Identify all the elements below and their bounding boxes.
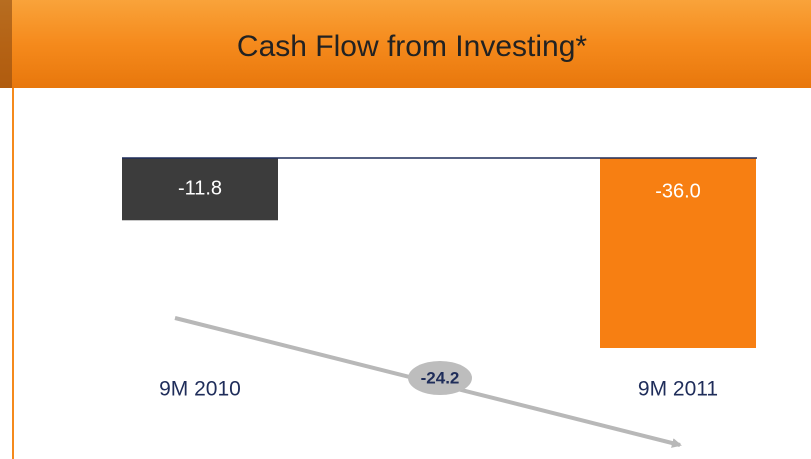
bar [600, 158, 756, 348]
header-band [0, 0, 811, 88]
x-tick-label: 9M 2010 [159, 378, 241, 401]
bar [122, 158, 278, 221]
change-label: -24.2 [421, 368, 460, 387]
change-badge [408, 361, 472, 395]
value-label: -36.0 [655, 180, 701, 202]
chart-title: Cash Flow from Investing* [237, 30, 587, 63]
x-tick-label: 9M 2011 [638, 378, 718, 401]
value-label: -11.8 [178, 177, 222, 199]
header-edge [0, 0, 12, 88]
